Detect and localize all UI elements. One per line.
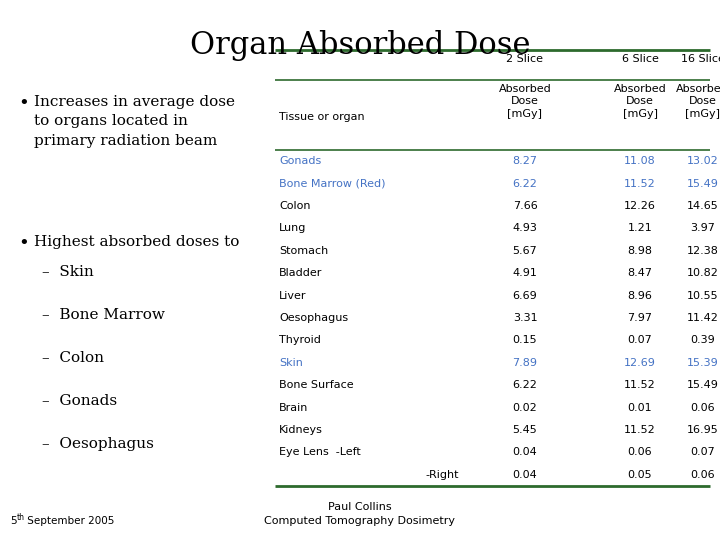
Text: 15.49: 15.49 — [687, 179, 719, 188]
Text: 14.65: 14.65 — [687, 201, 719, 211]
Text: Liver: Liver — [279, 291, 307, 301]
Text: 0.07: 0.07 — [690, 448, 715, 457]
Text: 8.27: 8.27 — [513, 156, 538, 166]
Text: 8.47: 8.47 — [628, 268, 652, 278]
Text: 4.93: 4.93 — [513, 224, 537, 233]
Text: 7.89: 7.89 — [513, 358, 538, 368]
Text: Absorbed
Dose
[mGy]: Absorbed Dose [mGy] — [676, 84, 720, 119]
Text: 8.98: 8.98 — [628, 246, 652, 256]
Text: Gonads: Gonads — [279, 156, 321, 166]
Text: 0.07: 0.07 — [628, 335, 652, 346]
Text: 10.82: 10.82 — [687, 268, 719, 278]
Text: Stomach: Stomach — [279, 246, 328, 256]
Text: 10.55: 10.55 — [687, 291, 719, 301]
Text: 3.97: 3.97 — [690, 224, 715, 233]
Text: 0.06: 0.06 — [628, 448, 652, 457]
Text: 16.95: 16.95 — [687, 425, 719, 435]
Text: September 2005: September 2005 — [24, 516, 114, 526]
Text: •: • — [18, 235, 29, 253]
Text: Bone Surface: Bone Surface — [279, 380, 354, 390]
Text: Lung: Lung — [279, 224, 307, 233]
Text: 3.31: 3.31 — [513, 313, 537, 323]
Text: -Right: -Right — [426, 470, 459, 480]
Text: Highest absorbed doses to: Highest absorbed doses to — [34, 235, 239, 249]
Text: 2 Slice: 2 Slice — [506, 54, 544, 64]
Text: 8.96: 8.96 — [628, 291, 652, 301]
Text: 5.67: 5.67 — [513, 246, 537, 256]
Text: Skin: Skin — [279, 358, 303, 368]
Text: 6.22: 6.22 — [513, 179, 537, 188]
Text: Paul Collins: Paul Collins — [328, 502, 392, 512]
Text: –  Gonads: – Gonads — [42, 394, 117, 408]
Text: Bone Marrow (Red): Bone Marrow (Red) — [279, 179, 385, 188]
Text: •: • — [18, 95, 29, 113]
Text: 16 Slice: 16 Slice — [680, 54, 720, 64]
Text: Absorbed
Dose
[mGy]: Absorbed Dose [mGy] — [499, 84, 552, 119]
Text: 12.69: 12.69 — [624, 358, 656, 368]
Text: 6.22: 6.22 — [513, 380, 537, 390]
Text: 13.02: 13.02 — [687, 156, 719, 166]
Text: 15.49: 15.49 — [687, 380, 719, 390]
Text: Oesophagus: Oesophagus — [279, 313, 348, 323]
Text: 11.42: 11.42 — [687, 313, 719, 323]
Text: 11.08: 11.08 — [624, 156, 656, 166]
Text: 7.66: 7.66 — [513, 201, 537, 211]
Text: 1.21: 1.21 — [628, 224, 652, 233]
Text: Tissue or organ: Tissue or organ — [279, 112, 364, 122]
Text: Thyroid: Thyroid — [279, 335, 321, 346]
Text: 11.52: 11.52 — [624, 179, 656, 188]
Text: 0.01: 0.01 — [628, 403, 652, 413]
Text: th: th — [17, 513, 25, 522]
Text: Bladder: Bladder — [279, 268, 323, 278]
Text: 0.02: 0.02 — [513, 403, 537, 413]
Text: 7.97: 7.97 — [628, 313, 652, 323]
Text: –  Colon: – Colon — [42, 351, 104, 365]
Text: Organ Absorbed Dose: Organ Absorbed Dose — [190, 30, 530, 61]
Text: 0.15: 0.15 — [513, 335, 537, 346]
Text: 0.04: 0.04 — [513, 448, 537, 457]
Text: –  Bone Marrow: – Bone Marrow — [42, 308, 165, 322]
Text: Eye Lens  -Left: Eye Lens -Left — [279, 448, 361, 457]
Text: 6 Slice: 6 Slice — [621, 54, 658, 64]
Text: Absorbed
Dose
[mGy]: Absorbed Dose [mGy] — [613, 84, 667, 119]
Text: 12.26: 12.26 — [624, 201, 656, 211]
Text: 12.38: 12.38 — [687, 246, 719, 256]
Text: 5.45: 5.45 — [513, 425, 537, 435]
Text: 11.52: 11.52 — [624, 425, 656, 435]
Text: 5: 5 — [10, 516, 17, 526]
Text: 0.39: 0.39 — [690, 335, 715, 346]
Text: –  Oesophagus: – Oesophagus — [42, 437, 154, 451]
Text: 4.91: 4.91 — [513, 268, 537, 278]
Text: –  Skin: – Skin — [42, 265, 94, 279]
Text: 0.06: 0.06 — [690, 403, 715, 413]
Text: Colon: Colon — [279, 201, 310, 211]
Text: 11.52: 11.52 — [624, 380, 656, 390]
Text: 6.69: 6.69 — [513, 291, 537, 301]
Text: Increases in average dose
to organs located in
primary radiation beam: Increases in average dose to organs loca… — [34, 95, 235, 148]
Text: 15.39: 15.39 — [687, 358, 719, 368]
Text: Brain: Brain — [279, 403, 308, 413]
Text: Kidneys: Kidneys — [279, 425, 323, 435]
Text: 0.04: 0.04 — [513, 470, 537, 480]
Text: Computed Tomography Dosimetry: Computed Tomography Dosimetry — [264, 516, 456, 526]
Text: 0.05: 0.05 — [628, 470, 652, 480]
Text: 0.06: 0.06 — [690, 470, 715, 480]
